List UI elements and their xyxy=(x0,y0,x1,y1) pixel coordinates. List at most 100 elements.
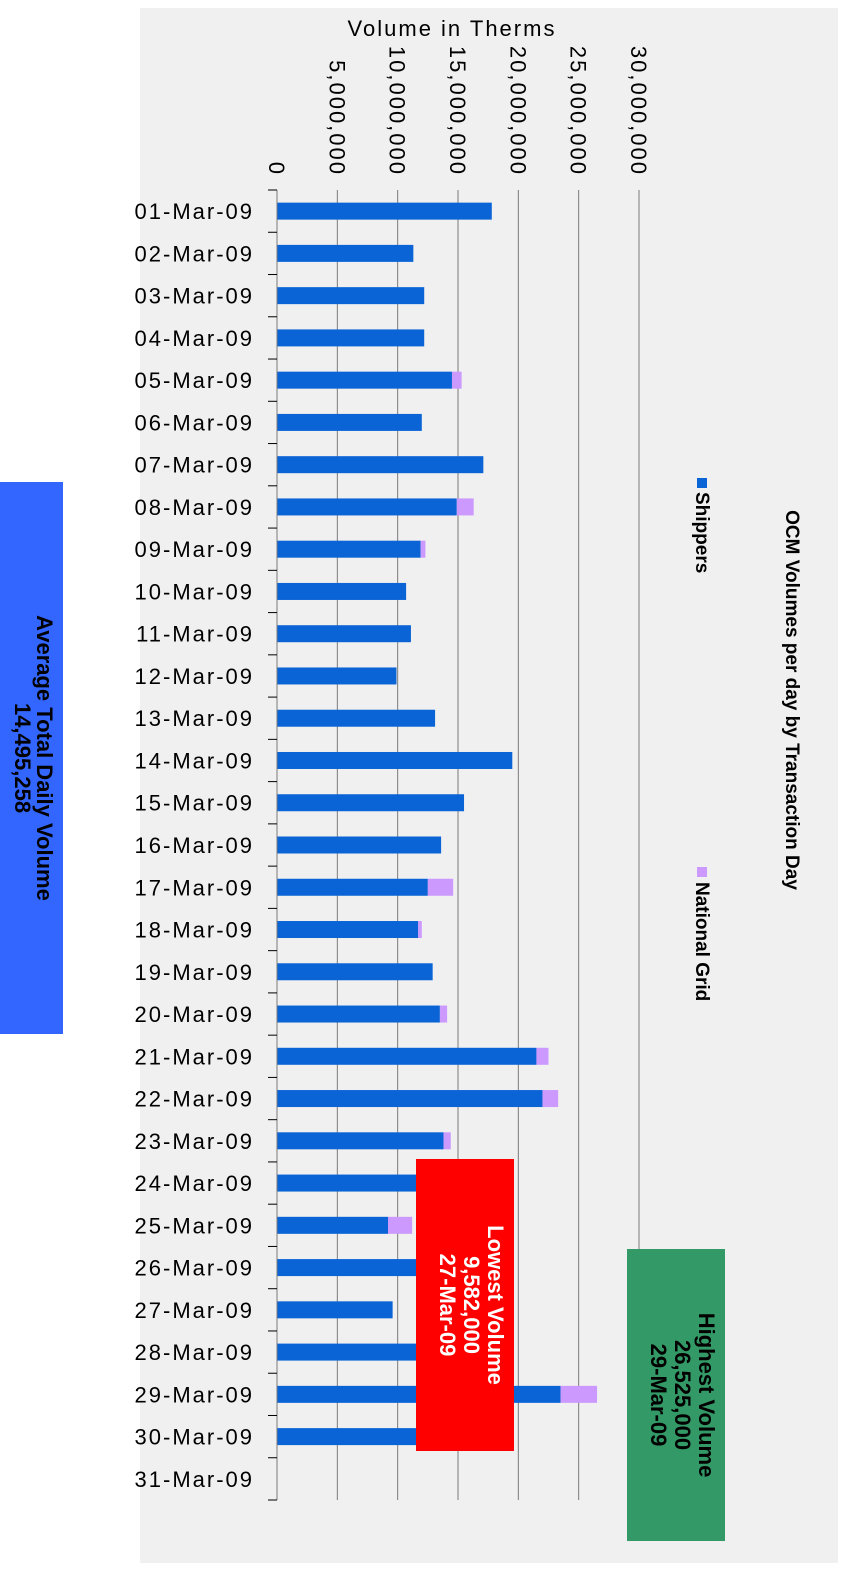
category-label: 28-Mar-09 xyxy=(135,1340,254,1365)
category-label: 03-Mar-09 xyxy=(135,284,254,309)
bar-shippers xyxy=(277,1090,543,1108)
bar-shippers xyxy=(277,498,457,516)
bar-shippers xyxy=(277,202,492,220)
average-volume-label: Average Total Daily Volume xyxy=(32,615,57,901)
category-label: 08-Mar-09 xyxy=(135,495,254,520)
legend-label-national-grid: National Grid xyxy=(691,882,712,1001)
category-label: 23-Mar-09 xyxy=(135,1129,254,1154)
bar-shippers xyxy=(277,456,484,474)
bar-shippers xyxy=(277,1132,444,1150)
bar-shippers xyxy=(277,878,428,896)
bar-national-grid xyxy=(388,1216,413,1234)
x-tick-label: 30,000,000 xyxy=(626,46,651,176)
bar-shippers xyxy=(277,329,425,347)
bar-shippers xyxy=(277,582,407,600)
category-label: 20-Mar-09 xyxy=(135,1002,254,1027)
bar-shippers xyxy=(277,1301,393,1319)
x-tick-label: 25,000,000 xyxy=(566,46,591,176)
bar-shippers xyxy=(277,540,421,558)
bar-shippers xyxy=(277,287,425,305)
category-label: 25-Mar-09 xyxy=(135,1213,254,1238)
bar-shippers xyxy=(277,1259,422,1277)
highest-volume-label: Highest Volume xyxy=(694,1313,719,1478)
category-label: 24-Mar-09 xyxy=(135,1171,254,1196)
lowest-volume-date: 27-Mar-09 xyxy=(435,1254,460,1357)
bar-shippers xyxy=(277,1428,422,1446)
bar-shippers xyxy=(277,921,419,939)
category-label: 27-Mar-09 xyxy=(135,1298,254,1323)
category-label: 11-Mar-09 xyxy=(136,622,254,647)
x-tick-label: 20,000,000 xyxy=(505,46,530,176)
bar-shippers xyxy=(277,667,397,685)
bars-layer xyxy=(277,202,598,1446)
bar-shippers xyxy=(277,709,436,727)
legend-label-shippers: Shippers xyxy=(691,492,712,573)
bar-national-grid xyxy=(536,1047,549,1065)
category-label: 16-Mar-09 xyxy=(135,833,254,858)
bar-shippers xyxy=(277,1216,389,1234)
lowest-volume-box xyxy=(416,1159,514,1451)
bar-shippers xyxy=(277,751,513,769)
bar-national-grid xyxy=(456,498,474,516)
category-label: 07-Mar-09 xyxy=(135,453,254,478)
category-label: 02-Mar-09 xyxy=(135,241,254,266)
legend: Shippers National Grid xyxy=(691,478,712,1001)
average-volume-value: 14,495,258 xyxy=(10,703,35,813)
bar-national-grid xyxy=(439,1005,448,1023)
bar-national-grid xyxy=(418,921,422,939)
bar-shippers xyxy=(277,244,414,262)
category-label: 26-Mar-09 xyxy=(135,1256,254,1281)
x-tick-label: 10,000,000 xyxy=(385,46,410,176)
bar-shippers xyxy=(277,1047,537,1065)
category-label: 10-Mar-09 xyxy=(135,579,254,604)
bar-shippers xyxy=(277,1005,440,1023)
category-label: 05-Mar-09 xyxy=(135,368,254,393)
highest-volume-date: 29-Mar-09 xyxy=(646,1344,671,1447)
category-label: 09-Mar-09 xyxy=(135,537,254,562)
highest-volume-value: 26,525,000 xyxy=(670,1340,695,1450)
category-label: 21-Mar-09 xyxy=(135,1044,254,1069)
bar-shippers xyxy=(277,413,422,431)
chart-title: OCM Volumes per day by Transaction Day xyxy=(781,510,802,890)
highest-volume-box xyxy=(627,1249,725,1541)
average-volume-box xyxy=(0,482,63,1034)
category-label: 12-Mar-09 xyxy=(135,664,254,689)
category-label: 14-Mar-09 xyxy=(135,748,254,773)
category-label: 17-Mar-09 xyxy=(135,875,254,900)
x-tick-label: 5,000,000 xyxy=(324,60,349,176)
bar-national-grid xyxy=(542,1090,559,1108)
legend-swatch-national-grid xyxy=(697,867,707,877)
category-label: 18-Mar-09 xyxy=(135,918,254,943)
bar-national-grid xyxy=(451,371,462,389)
axis-layer: 0 5,000,000 10,000,000 15,000,000 20,000,000… xyxy=(135,46,651,1501)
lowest-volume-value: 9,582,000 xyxy=(459,1256,484,1354)
x-axis-title: Volume in Therms xyxy=(348,16,557,41)
bar-national-grid xyxy=(427,878,454,896)
category-label: 01-Mar-09 xyxy=(135,199,254,224)
lowest-volume-label: Lowest Volume xyxy=(483,1225,508,1385)
category-label: 13-Mar-09 xyxy=(135,706,254,731)
average-volume-annotation: Average Total Daily Volume 14,495,258 xyxy=(0,482,63,1034)
lowest-volume-annotation: Lowest Volume 9,582,000 27-Mar-09 xyxy=(416,1159,514,1451)
category-label: 31-Mar-09 xyxy=(135,1467,254,1492)
bar-shippers xyxy=(277,963,433,981)
bar-national-grid xyxy=(443,1132,451,1150)
legend-swatch-shippers xyxy=(697,478,707,488)
x-tick-label: 0 xyxy=(264,162,289,176)
bar-shippers xyxy=(277,836,442,854)
category-label: 22-Mar-09 xyxy=(135,1087,254,1112)
category-label: 15-Mar-09 xyxy=(135,791,254,816)
bar-national-grid xyxy=(560,1385,598,1403)
x-tick-label: 15,000,000 xyxy=(445,46,470,176)
bar-national-grid xyxy=(420,540,426,558)
highest-volume-annotation: Highest Volume 26,525,000 29-Mar-09 xyxy=(627,1249,725,1541)
category-label: 19-Mar-09 xyxy=(135,960,254,985)
bar-shippers xyxy=(277,625,411,643)
bar-shippers xyxy=(277,794,465,812)
category-label: 29-Mar-09 xyxy=(135,1382,254,1407)
bar-shippers xyxy=(277,1343,422,1361)
category-label: 30-Mar-09 xyxy=(135,1425,254,1450)
bar-shippers xyxy=(277,371,452,389)
bar-shippers xyxy=(277,1174,422,1192)
